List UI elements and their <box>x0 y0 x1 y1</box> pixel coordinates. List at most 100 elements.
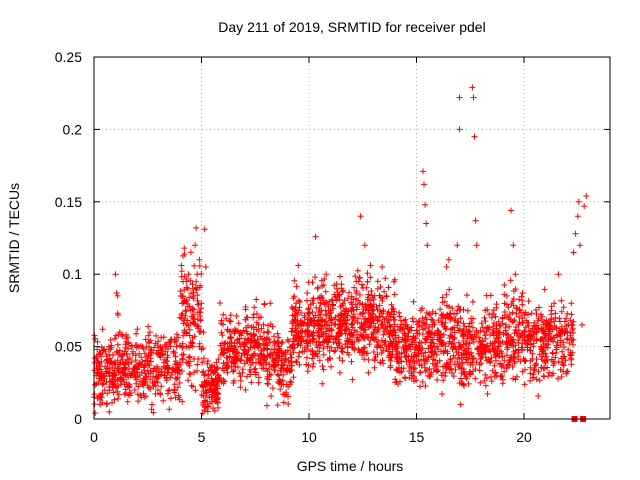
y-axis-label: SRMTID / TECUs <box>6 183 22 293</box>
data-point <box>185 354 192 361</box>
data-point <box>497 360 503 367</box>
data-point <box>429 308 436 315</box>
data-point <box>387 329 394 336</box>
data-point <box>150 373 156 380</box>
data-point <box>107 346 114 353</box>
data-point <box>433 367 440 374</box>
data-point <box>565 346 572 353</box>
data-point <box>422 349 429 356</box>
data-point <box>151 365 158 372</box>
data-point <box>434 343 441 350</box>
data-point <box>309 363 316 370</box>
data-point <box>199 359 206 366</box>
data-point <box>425 345 432 352</box>
data-point <box>374 306 381 313</box>
y-tick-label: 0.25 <box>55 49 82 65</box>
chart-title: Day 211 of 2019, SRMTID for receiver pde… <box>218 19 485 35</box>
data-point <box>385 284 392 291</box>
data-point <box>393 366 400 373</box>
data-point <box>423 309 430 316</box>
data-point <box>204 360 211 367</box>
data-point <box>191 262 198 269</box>
data-point <box>365 369 372 376</box>
data-point <box>106 384 113 391</box>
data-point <box>507 316 514 323</box>
data-point <box>493 325 500 332</box>
data-point <box>515 349 522 356</box>
data-point <box>239 369 246 376</box>
data-point <box>187 371 194 378</box>
data-point <box>379 297 386 304</box>
data-point <box>513 324 520 330</box>
data-point <box>305 331 312 338</box>
data-point <box>189 343 196 350</box>
data-point <box>264 328 271 335</box>
data-point <box>275 345 282 352</box>
data-point <box>452 343 459 350</box>
data-point <box>362 321 369 328</box>
data-point <box>536 377 543 384</box>
data-point <box>264 342 270 349</box>
data-point <box>94 346 101 353</box>
data-point <box>114 388 121 395</box>
data-point <box>109 364 116 371</box>
data-point <box>388 301 395 308</box>
data-point <box>548 372 555 379</box>
data-point <box>153 332 159 339</box>
data-point <box>422 314 429 321</box>
data-point <box>365 356 372 363</box>
data-point <box>462 371 469 378</box>
data-point <box>413 343 420 350</box>
data-point <box>417 307 424 314</box>
data-point <box>307 348 314 355</box>
data-point <box>192 387 199 394</box>
data-point <box>233 313 240 319</box>
data-point <box>230 357 237 364</box>
data-point <box>271 333 277 340</box>
data-point <box>309 355 316 362</box>
data-point <box>188 290 194 297</box>
data-point <box>114 292 121 299</box>
data-point <box>510 295 517 302</box>
data-point <box>220 321 226 328</box>
data-point <box>290 332 297 339</box>
data-point <box>171 381 178 388</box>
data-point <box>466 320 473 327</box>
data-point <box>310 335 317 342</box>
data-point <box>111 396 118 403</box>
data-point <box>440 350 447 356</box>
data-point <box>349 340 356 346</box>
data-point <box>435 317 442 324</box>
data-point <box>189 319 196 326</box>
data-point <box>134 326 141 333</box>
data-point <box>466 328 473 335</box>
data-point <box>437 331 444 337</box>
data-point <box>481 328 487 335</box>
data-point <box>440 331 447 338</box>
data-point <box>290 295 297 302</box>
data-point <box>498 373 505 380</box>
data-point <box>424 366 430 373</box>
data-point <box>177 314 183 321</box>
data-point <box>175 334 182 341</box>
data-point <box>297 342 304 349</box>
y-tick-label: 0.2 <box>63 121 83 137</box>
data-point <box>138 394 145 401</box>
data-point <box>210 369 217 376</box>
data-point <box>202 398 209 405</box>
data-point <box>336 355 343 361</box>
data-point <box>427 342 434 349</box>
data-point <box>126 392 133 399</box>
data-point <box>186 294 193 301</box>
data-point <box>96 360 103 367</box>
data-point <box>499 339 506 345</box>
data-point <box>521 358 528 365</box>
data-point <box>179 343 186 350</box>
data-point <box>182 307 189 314</box>
data-point <box>478 320 485 327</box>
data-point <box>332 321 339 327</box>
data-point <box>338 345 345 352</box>
data-point <box>538 364 545 371</box>
data-point <box>392 376 399 383</box>
data-point <box>395 334 402 341</box>
